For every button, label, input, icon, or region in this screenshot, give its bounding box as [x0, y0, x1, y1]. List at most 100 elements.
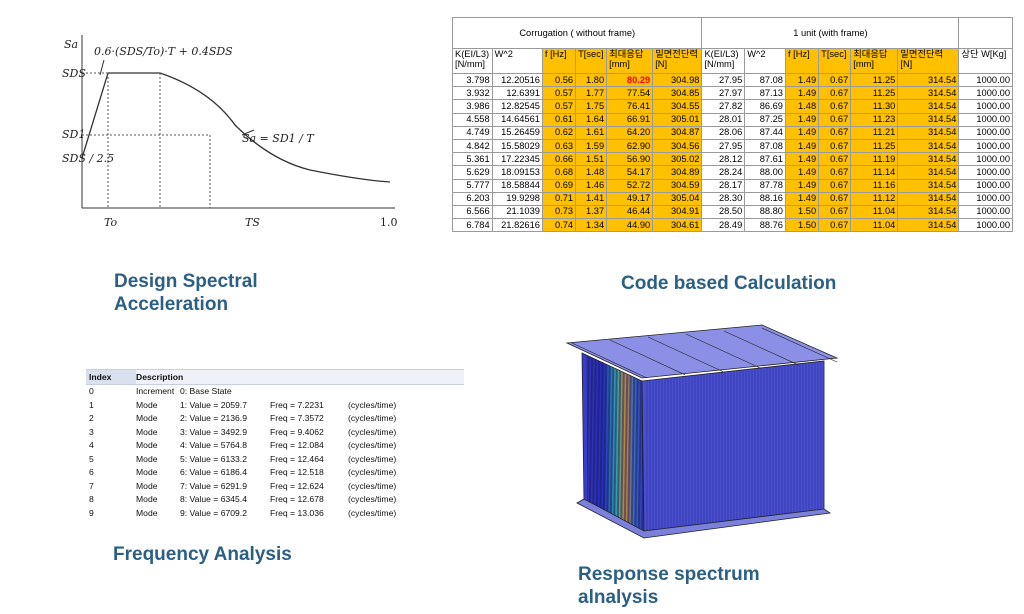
list-cell: Mode: [136, 507, 158, 518]
table-cell: 1000.00: [958, 218, 1013, 233]
table-cell: 1.77: [575, 86, 608, 101]
table-cell: 87.08: [744, 72, 786, 88]
table-cell: 6.566: [452, 204, 493, 220]
column-header: f [Hz]: [541, 48, 577, 74]
table-cell: 28.12: [701, 152, 746, 167]
caption-response-spectrum: Response spectrum alnalysis: [578, 563, 760, 609]
table-cell: 305.01: [652, 112, 703, 127]
table-cell: 0.67: [818, 125, 852, 140]
table-cell: 87.78: [744, 178, 786, 193]
table-cell: 5.777: [452, 178, 493, 193]
list-cell: (cycles/time): [348, 399, 397, 410]
list-item[interactable]: 6 Mode 6: Value = 6186.4 Freq = 12.518 (cycl…: [86, 466, 464, 480]
caption-code-calculation: Code based Calculation: [621, 273, 837, 294]
table-cell: 11.19: [850, 152, 899, 167]
label-ts: TS: [245, 216, 260, 229]
table-cell: 3.986: [452, 99, 493, 114]
table-cell: 304.98: [652, 72, 703, 88]
caption-line: Design Spectral: [114, 271, 258, 292]
table-cell: 1.51: [575, 152, 608, 167]
list-cell: 8: Value = 6345.4: [180, 494, 247, 504]
table-cell: 88.16: [744, 191, 786, 206]
list-cell: [270, 385, 348, 399]
table-cell: 1.49: [784, 165, 820, 180]
table-cell: 12.82545: [491, 99, 543, 114]
table-cell: 4.749: [452, 125, 493, 140]
table-cell: 314.54: [897, 218, 960, 233]
table-cell: 1.41: [575, 191, 608, 206]
table-cell: 314.54: [897, 191, 960, 206]
list-cell: Freq = 12.624: [270, 480, 324, 491]
table-cell: 11.25: [850, 138, 899, 154]
list-cell: Mode: [136, 453, 158, 464]
table-row: 4.558 14.64561 0.61 1.64 66.91 305.01 28.01 87.…: [452, 112, 1013, 127]
caption-design-spectral: Design Spectral Acceleration: [114, 270, 258, 316]
table-cell: 1.50: [784, 218, 820, 233]
table-cell: 27.95: [701, 72, 746, 88]
table-cell: 15.26459: [491, 125, 543, 140]
table-cell: 1000.00: [958, 191, 1013, 206]
table-cell: 12.20516: [491, 72, 543, 88]
table-cell: 27.95: [701, 138, 746, 154]
table-cell: 0.57: [541, 86, 577, 101]
table-cell: 11.12: [850, 191, 899, 206]
table-cell: 304.91: [652, 204, 703, 220]
list-cell: 2: Value = 2136.9: [180, 413, 247, 423]
list-item[interactable]: 1 Mode 1: Value = 2059.7 Freq = 7.2231 (cycl…: [86, 399, 464, 413]
list-cell: Freq = 9.4062: [270, 426, 324, 437]
column-header: f [Hz]: [784, 48, 820, 74]
list-cell: 0: Base State: [180, 386, 232, 396]
table-row: 4.842 15.58029 0.63 1.59 62.90 304.56 27.95 87.…: [452, 138, 1013, 154]
column-header: W^2: [491, 48, 543, 74]
table-cell: 304.85: [652, 86, 703, 101]
list-item[interactable]: 9 Mode 9: Value = 6709.2 Freq = 13.036 (cycl…: [86, 507, 464, 521]
table-cell: 314.54: [897, 152, 960, 167]
table-cell: 0.63: [541, 138, 577, 154]
table-cell: 28.49: [701, 218, 746, 233]
table-cell: 5.361: [452, 152, 493, 167]
list-item[interactable]: 8 Mode 8: Value = 6345.4 Freq = 12.678 (cycl…: [86, 493, 464, 507]
table-cell: 56.90: [606, 152, 654, 167]
table-cell: 77.54: [606, 86, 654, 101]
table-cell: 11.25: [850, 72, 899, 88]
label-sa: Sa: [64, 38, 78, 51]
list-cell: Increment: [136, 386, 175, 396]
table-cell: 314.54: [897, 204, 960, 220]
table-cell: 314.54: [897, 125, 960, 140]
list-item[interactable]: 4 Mode 4: Value = 5764.8 Freq = 12.084 (cycl…: [86, 439, 464, 453]
list-cell: 2: [89, 413, 94, 423]
table-cell: 304.87: [652, 125, 703, 140]
table-cell: 1.61: [575, 125, 608, 140]
table-cell: 0.67: [818, 99, 852, 114]
list-cell: Freq = 12.084: [270, 440, 324, 450]
table-cell: 11.04: [850, 204, 899, 220]
list-cell: Mode: [136, 413, 158, 423]
table-row: 6.203 19.9298 0.71 1.41 49.17 305.04 28.30 88.1…: [452, 191, 1013, 206]
table-cell: 87.44: [744, 125, 786, 140]
caption-line: alnalysis: [578, 587, 659, 608]
list-item[interactable]: 2 Mode 2: Value = 2136.9 Freq = 7.3572 (cycl…: [86, 412, 464, 426]
table-cell: 1.59: [575, 138, 608, 154]
table-cell: 1000.00: [958, 165, 1013, 180]
list-item[interactable]: 5 Mode 5: Value = 6133.2 Freq = 12.464 (cycl…: [86, 453, 464, 467]
table-cell: 6.784: [452, 218, 493, 233]
table-cell: 87.13: [744, 86, 786, 101]
frequency-table-header: Index Description: [86, 369, 464, 385]
code-calculation-table: Corrugation ( without frame) 1 unit (wit…: [451, 17, 1013, 233]
table-row: 5.361 17.22345 0.66 1.51 56.90 305.02 28.12 87.…: [452, 152, 1013, 167]
table-cell: 4.842: [452, 138, 493, 154]
list-cell: Freq = 12.518: [270, 467, 324, 477]
table-cell: 21.1039: [491, 204, 543, 220]
table-row: 3.986 12.82545 0.57 1.75 76.41 304.55 27.82 86.…: [452, 99, 1013, 114]
list-item[interactable]: 3 Mode 3: Value = 3492.9 Freq = 9.4062 (cycl…: [86, 426, 464, 440]
list-cell: 5: Value = 6133.2: [180, 453, 247, 464]
table-cell: 314.54: [897, 72, 960, 88]
column-header: T[sec]: [818, 48, 852, 74]
table-cell: 86.69: [744, 99, 786, 114]
table-cell: 28.06: [701, 125, 746, 140]
list-item[interactable]: 0 Increment 0: Base State: [86, 385, 464, 399]
table-cell: 0.67: [818, 152, 852, 167]
list-cell: Freq = 7.2231: [270, 399, 324, 410]
list-item[interactable]: 7 Mode 7: Value = 6291.9 Freq = 12.624 (cycl…: [86, 480, 464, 494]
list-cell: (cycles/time): [348, 426, 397, 437]
